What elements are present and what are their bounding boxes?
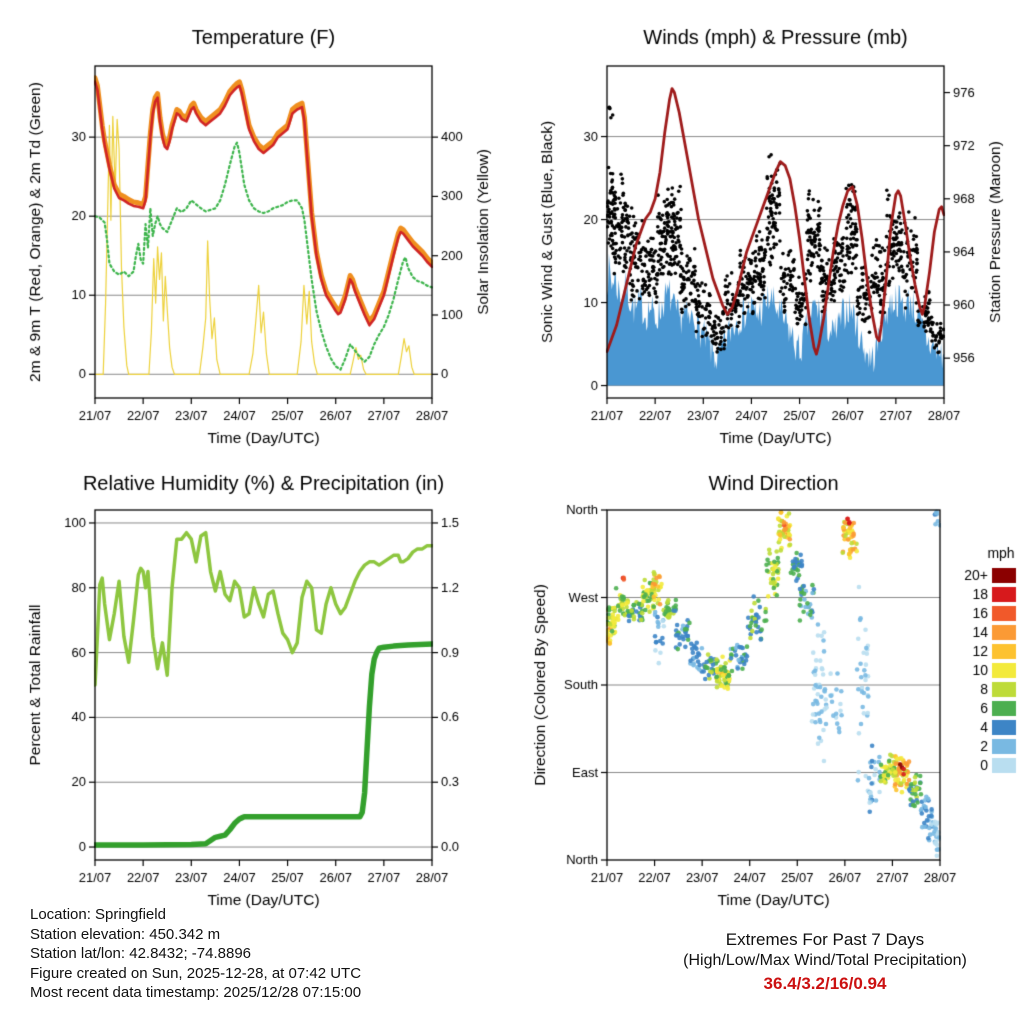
winds-pressure-chart [512, 0, 1024, 470]
figure-created-timestamp: Figure created on Sun, 2025-12-28, at 07… [30, 964, 362, 982]
station-location: Location: Springfield [30, 906, 166, 923]
station-latlon: Station lat/lon: 42.8432; -74.8896 [30, 945, 252, 962]
extremes-values: 36.4/3.2/16/0.94 [763, 974, 887, 993]
temperature-panel [0, 0, 512, 470]
station-elevation: Station elevation: 450.342 m [30, 925, 221, 943]
humidity-precip-panel [0, 470, 512, 910]
extremes-summary: Extremes For Past 7 Days (High/Low/Max W… [600, 930, 1024, 994]
wind-direction-panel [512, 470, 1024, 910]
most-recent-data-timestamp: Most recent data timestamp: 2025/12/28 0… [30, 984, 362, 1001]
wind-direction-chart [512, 470, 1024, 910]
station-info: Location: Springfield Station elevation:… [30, 905, 361, 1003]
extremes-subtitle: (High/Low/Max Wind/Total Precipitation) [683, 952, 967, 969]
temperature-chart [0, 0, 512, 470]
humidity-precip-chart [0, 470, 512, 910]
extremes-title: Extremes For Past 7 Days [725, 930, 925, 949]
winds-pressure-panel [512, 0, 1024, 470]
